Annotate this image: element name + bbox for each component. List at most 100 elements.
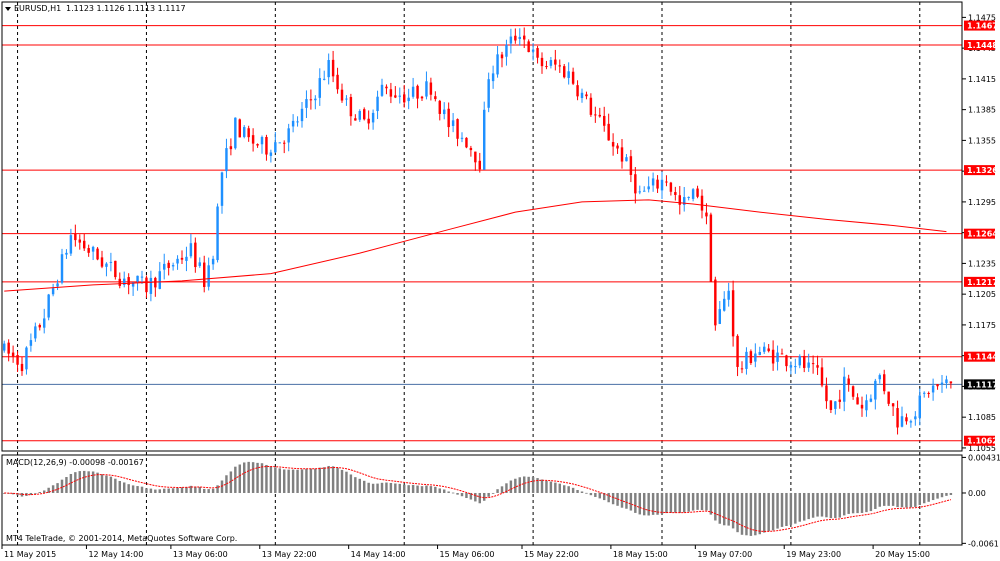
candle-body bbox=[887, 391, 890, 404]
level-tag bbox=[964, 351, 995, 362]
candle-body bbox=[527, 41, 530, 53]
macd-bar bbox=[731, 492, 735, 529]
macd-bar bbox=[727, 492, 730, 526]
moving-average bbox=[4, 199, 947, 292]
candle-body bbox=[149, 277, 153, 294]
candle-body bbox=[740, 368, 744, 370]
macd-bar bbox=[323, 467, 326, 493]
macd-bar bbox=[136, 486, 139, 493]
macd-bar bbox=[105, 475, 108, 493]
candle-body bbox=[114, 260, 117, 278]
macd-bar bbox=[274, 467, 277, 493]
symbol-label: EURUSD,H1 bbox=[14, 4, 61, 13]
time-tick-label: 19 May 07:00 bbox=[697, 550, 752, 559]
macd-bar bbox=[674, 492, 677, 513]
menu-triangle-icon[interactable] bbox=[5, 7, 11, 11]
candle-body bbox=[127, 277, 130, 286]
macd-bar bbox=[140, 486, 144, 493]
candle-body bbox=[198, 262, 201, 266]
macd-bar bbox=[500, 486, 504, 493]
candle-body bbox=[118, 278, 121, 286]
macd-bar bbox=[683, 492, 686, 513]
macd-bar bbox=[607, 492, 610, 503]
candle-body bbox=[594, 114, 597, 116]
macd-bar bbox=[456, 492, 459, 495]
macd-bar bbox=[536, 478, 539, 493]
candle-body bbox=[363, 109, 366, 120]
candle-body bbox=[549, 60, 553, 66]
candle-body bbox=[660, 179, 664, 191]
macd-bar bbox=[429, 486, 433, 493]
candle-body bbox=[496, 54, 499, 75]
macd-bar bbox=[745, 492, 748, 536]
candle-body bbox=[203, 262, 206, 287]
macd-bar bbox=[291, 469, 295, 493]
candle-body bbox=[807, 362, 810, 368]
macd-bar bbox=[785, 492, 788, 527]
candle-body bbox=[158, 271, 161, 289]
candle-body bbox=[380, 84, 384, 96]
macd-bar bbox=[43, 490, 46, 493]
candle-body bbox=[754, 353, 757, 362]
candle-body bbox=[243, 127, 246, 137]
candle-body bbox=[78, 239, 81, 243]
macd-bar bbox=[860, 492, 864, 513]
macd-bar bbox=[918, 492, 921, 506]
macd-bar bbox=[829, 492, 833, 519]
candle-body bbox=[327, 60, 330, 78]
macd-bar bbox=[69, 473, 73, 493]
macd-bar bbox=[198, 486, 201, 493]
macd-bar bbox=[896, 492, 899, 508]
time-tick-label: 18 May 15:00 bbox=[613, 550, 668, 559]
level-tag-label: 1.1217 bbox=[967, 278, 998, 287]
candle-body bbox=[460, 137, 464, 139]
candle-body bbox=[145, 277, 148, 293]
price-tick-label: 1.1205 bbox=[968, 290, 996, 299]
macd-bar bbox=[238, 464, 241, 493]
macd-bar bbox=[776, 492, 779, 529]
macd-bar bbox=[487, 492, 490, 497]
macd-bar bbox=[585, 492, 588, 494]
candle-body bbox=[69, 235, 73, 254]
macd-bar bbox=[416, 485, 419, 493]
macd-bar bbox=[118, 480, 121, 493]
macd-bar bbox=[331, 466, 335, 493]
price-tick-label: 1.1085 bbox=[968, 413, 996, 422]
candle-body bbox=[398, 95, 401, 97]
candle-body bbox=[723, 298, 726, 311]
candle-body bbox=[309, 99, 313, 101]
macd-bar bbox=[576, 489, 579, 493]
macd-bar bbox=[869, 492, 873, 512]
macd-bar bbox=[194, 486, 197, 493]
macd-bar bbox=[531, 477, 535, 493]
candle-body bbox=[474, 151, 477, 163]
candle-body bbox=[256, 144, 259, 146]
macd-bar bbox=[171, 488, 175, 493]
candle-body bbox=[29, 340, 33, 346]
candle-body bbox=[429, 82, 433, 95]
candle-body bbox=[389, 89, 393, 97]
macd-bar bbox=[185, 486, 188, 493]
macd-bar bbox=[567, 486, 570, 493]
candle-body bbox=[220, 172, 224, 206]
macd-bar bbox=[940, 492, 944, 498]
ma-line bbox=[4, 199, 947, 292]
candle-body bbox=[100, 257, 104, 267]
candle-body bbox=[131, 282, 135, 287]
candle-body bbox=[634, 174, 637, 194]
candle-body bbox=[909, 421, 913, 423]
candle-body bbox=[189, 243, 193, 257]
macd-bar bbox=[403, 484, 406, 493]
macd-bar bbox=[100, 474, 104, 493]
macd-bar bbox=[767, 492, 770, 532]
macd-bar bbox=[936, 492, 939, 499]
candle-body bbox=[563, 66, 566, 78]
candle-body bbox=[598, 114, 601, 117]
macd-bar bbox=[945, 492, 948, 496]
time-tick-label: 11 May 2015 bbox=[4, 550, 56, 559]
candle-body bbox=[785, 355, 788, 367]
macd-bar bbox=[394, 483, 397, 493]
candle-body bbox=[3, 343, 6, 351]
candle-body bbox=[576, 85, 579, 97]
candle-body bbox=[403, 94, 406, 103]
